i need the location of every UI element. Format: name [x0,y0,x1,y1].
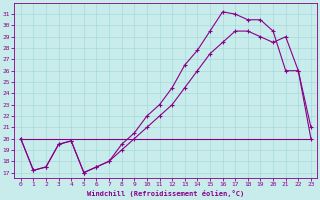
X-axis label: Windchill (Refroidissement éolien,°C): Windchill (Refroidissement éolien,°C) [87,190,244,197]
